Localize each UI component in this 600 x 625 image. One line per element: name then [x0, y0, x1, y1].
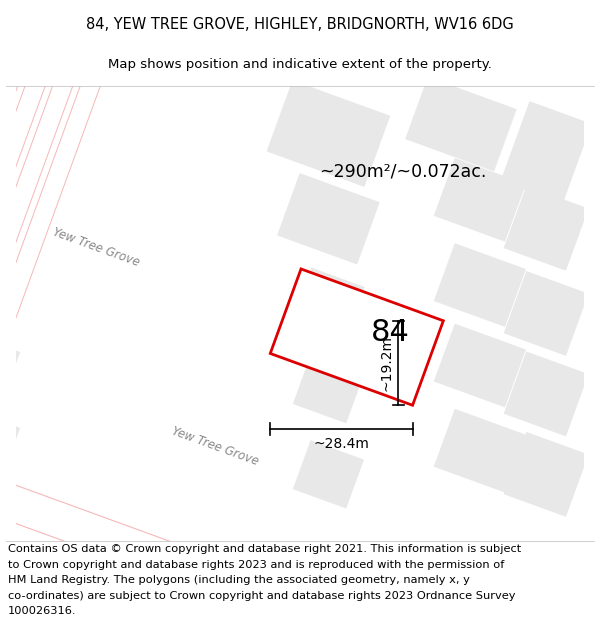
Polygon shape [503, 351, 589, 436]
Polygon shape [0, 259, 20, 321]
Polygon shape [503, 432, 589, 517]
Polygon shape [434, 324, 526, 408]
Polygon shape [0, 0, 189, 478]
Text: co-ordinates) are subject to Crown copyright and database rights 2023 Ordnance S: co-ordinates) are subject to Crown copyr… [8, 591, 515, 601]
Text: ~290m²/~0.072ac.: ~290m²/~0.072ac. [319, 162, 487, 181]
Text: Yew Tree Grove: Yew Tree Grove [170, 424, 260, 468]
Polygon shape [0, 348, 173, 576]
Text: 100026316.: 100026316. [8, 606, 76, 616]
Polygon shape [292, 268, 365, 341]
Polygon shape [434, 243, 526, 327]
Polygon shape [0, 410, 20, 472]
Polygon shape [0, 0, 189, 174]
Polygon shape [16, 86, 584, 541]
Polygon shape [270, 269, 443, 405]
Polygon shape [0, 0, 189, 251]
Polygon shape [293, 355, 364, 423]
Polygon shape [0, 178, 20, 241]
Text: ~19.2m: ~19.2m [379, 335, 393, 391]
Polygon shape [405, 77, 517, 171]
Polygon shape [0, 0, 189, 326]
Text: 84, YEW TREE GROVE, HIGHLEY, BRIDGNORTH, WV16 6DG: 84, YEW TREE GROVE, HIGHLEY, BRIDGNORTH,… [86, 17, 514, 32]
Polygon shape [500, 101, 592, 204]
Polygon shape [434, 158, 526, 242]
Text: HM Land Registry. The polygons (including the associated geometry, namely x, y: HM Land Registry. The polygons (includin… [8, 575, 470, 585]
Text: Yew Tree Grove: Yew Tree Grove [52, 226, 142, 269]
Polygon shape [0, 0, 189, 553]
Text: ~28.4m: ~28.4m [313, 437, 370, 451]
Polygon shape [266, 80, 390, 187]
Polygon shape [0, 334, 20, 397]
Text: to Crown copyright and database rights 2023 and is reproduced with the permissio: to Crown copyright and database rights 2… [8, 559, 504, 569]
Polygon shape [0, 102, 20, 165]
Polygon shape [503, 186, 589, 271]
Text: Contains OS data © Crown copyright and database right 2021. This information is : Contains OS data © Crown copyright and d… [8, 544, 521, 554]
Polygon shape [0, 0, 189, 104]
Polygon shape [293, 440, 364, 509]
Polygon shape [0, 0, 189, 402]
Polygon shape [277, 173, 380, 264]
Polygon shape [434, 409, 526, 492]
Text: 84: 84 [370, 318, 409, 347]
Polygon shape [503, 271, 589, 356]
Text: Map shows position and indicative extent of the property.: Map shows position and indicative extent… [108, 58, 492, 71]
